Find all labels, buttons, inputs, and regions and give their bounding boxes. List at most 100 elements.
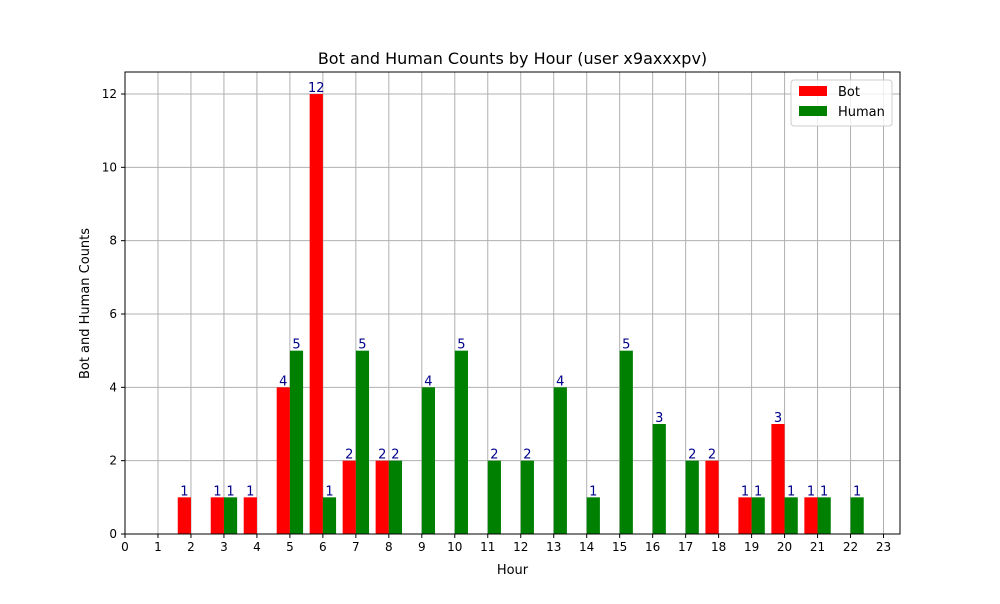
- x-tick-label: 23: [876, 540, 891, 554]
- bar-label-bot: 1: [246, 484, 254, 499]
- y-tick-label: 2: [109, 454, 117, 468]
- bar-human: [586, 497, 600, 534]
- x-tick-label: 6: [319, 540, 327, 554]
- x-tick-label: 11: [480, 540, 495, 554]
- bar-human: [355, 350, 370, 534]
- bar-label-bot: 1: [180, 484, 188, 499]
- bar-label-human: 1: [589, 484, 597, 499]
- bar-label-human: 2: [490, 448, 498, 463]
- x-tick-label: 4: [253, 540, 261, 554]
- legend-label-human: Human: [838, 105, 885, 120]
- bar-label-bot: 4: [279, 374, 287, 389]
- bar-bot: [276, 387, 290, 534]
- bar-label-human: 1: [820, 484, 828, 499]
- x-tick-label: 21: [810, 540, 825, 554]
- bar-bot: [804, 497, 818, 534]
- bar-label-human: 1: [853, 484, 861, 499]
- x-tick-label: 3: [220, 540, 228, 554]
- bar-label-human: 2: [688, 448, 696, 463]
- legend-label-bot: Bot: [838, 85, 860, 100]
- bar-human: [487, 460, 501, 534]
- bar-human: [784, 497, 798, 534]
- bar-label-human: 1: [325, 484, 333, 499]
- bar-human: [751, 497, 765, 534]
- plot-frame: [124, 71, 901, 535]
- x-tick-label: 19: [744, 540, 759, 554]
- bar-label-human: 5: [622, 338, 630, 353]
- bar-human: [322, 497, 337, 534]
- bar-human: [685, 460, 699, 534]
- bar-label-bot: 2: [708, 448, 716, 463]
- x-tick-label: 7: [352, 540, 360, 554]
- bar-bot: [375, 460, 389, 534]
- y-tick-label: 4: [109, 380, 117, 394]
- bar-label-bot: 1: [741, 484, 749, 499]
- x-tick-label: 18: [711, 540, 726, 554]
- bar-label-human: 4: [556, 374, 564, 389]
- bar-human: [223, 497, 238, 534]
- legend-swatch-bot: [799, 86, 827, 96]
- x-axis-ticks: 0 1 2 3 4 5 6 7 8 9 10 11 12 13 14 15 16 17 18 19 20 21 22 23: [121, 534, 891, 554]
- bar-label-human: 4: [424, 374, 432, 389]
- bar-human: [421, 387, 436, 534]
- bar-bot: [309, 94, 323, 534]
- x-tick-label: 15: [612, 540, 627, 554]
- bar-label-bot: 1: [807, 484, 815, 499]
- bar-label-bot: 1: [213, 484, 221, 499]
- bar-bot: [738, 497, 752, 534]
- bar-human: [553, 387, 567, 534]
- bar-label-human: 2: [523, 448, 531, 463]
- bar-human: [520, 460, 534, 534]
- bar-label-human: 3: [655, 411, 663, 426]
- y-tick-label: 10: [102, 160, 117, 174]
- x-tick-label: 22: [843, 540, 858, 554]
- bar-bot: [705, 460, 719, 534]
- bar-bot: [243, 497, 257, 534]
- bar-human: [454, 350, 468, 534]
- bar-label-human: 5: [292, 338, 300, 353]
- legend: Bot Human: [790, 79, 893, 127]
- y-tick-label: 8: [109, 234, 117, 248]
- x-tick-label: 5: [286, 540, 294, 554]
- x-tick-label: 16: [645, 540, 660, 554]
- y-tick-label: 12: [102, 87, 117, 101]
- y-axis-label: Bot and Human Counts: [78, 228, 93, 379]
- bar-label-bot: 12: [308, 81, 325, 96]
- bar-human: [388, 460, 403, 534]
- bar-human: [619, 350, 633, 534]
- y-tick-label: 0: [109, 527, 117, 541]
- bar-human: [652, 424, 666, 534]
- bar-label-human: 5: [358, 338, 366, 353]
- x-tick-label: 9: [418, 540, 426, 554]
- x-tick-label: 12: [513, 540, 528, 554]
- x-tick-label: 20: [777, 540, 792, 554]
- x-tick-label: 13: [546, 540, 561, 554]
- bar-label-bot: 2: [345, 448, 353, 463]
- bar-human: [817, 497, 831, 534]
- x-axis-label: Hour: [497, 563, 529, 578]
- bar-bot: [177, 497, 191, 534]
- bar-bot: [771, 424, 785, 534]
- bar-human: [850, 497, 864, 534]
- x-tick-label: 8: [385, 540, 393, 554]
- x-tick-label: 14: [579, 540, 594, 554]
- x-tick-label: 17: [678, 540, 693, 554]
- bar-label-human: 1: [787, 484, 795, 499]
- y-axis-ticks: 0 2 4 6 8 10 12: [102, 87, 125, 541]
- bar-label-human: 1: [754, 484, 762, 499]
- x-tick-label: 10: [447, 540, 462, 554]
- bar-bot: [210, 497, 224, 534]
- y-tick-label: 6: [109, 307, 117, 321]
- bars: [177, 94, 864, 534]
- x-tick-label: 0: [121, 540, 129, 554]
- bar-human: [289, 350, 304, 534]
- chart-title: Bot and Human Counts by Hour (user x9axx…: [318, 49, 707, 68]
- x-tick-label: 2: [187, 540, 195, 554]
- bar-label-human: 5: [457, 338, 465, 353]
- x-tick-label: 1: [154, 540, 162, 554]
- bar-label-human: 2: [391, 448, 399, 463]
- bar-label-bot: 2: [378, 448, 386, 463]
